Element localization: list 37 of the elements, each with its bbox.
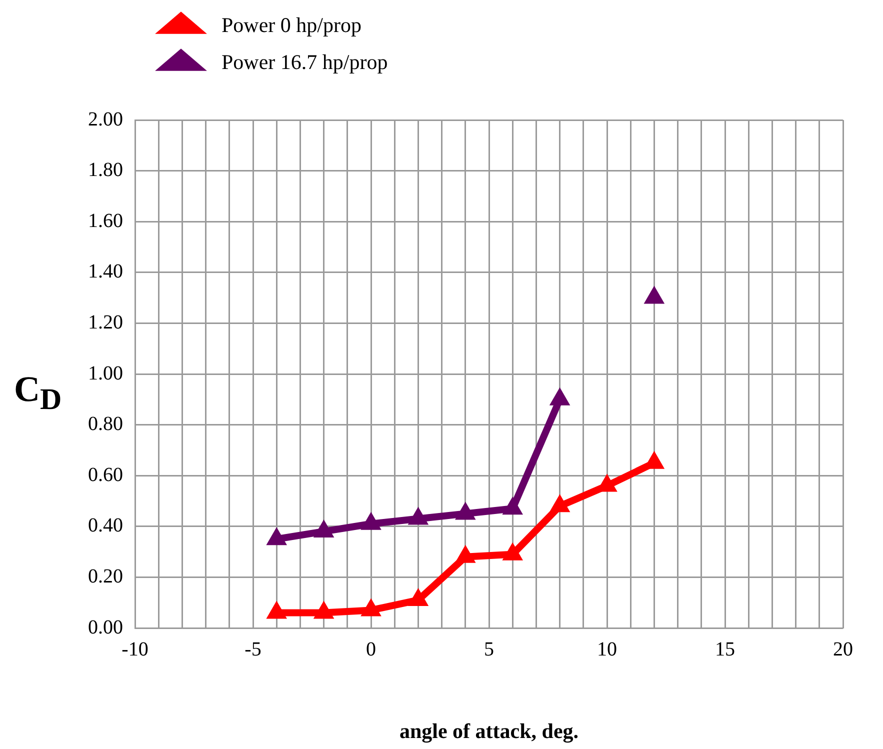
point (408, 506, 429, 525)
point (360, 598, 382, 616)
x-tick-label: 15 (715, 638, 735, 660)
x-tick-label: 10 (597, 638, 617, 660)
x-tick-label: 0 (366, 638, 376, 660)
point (644, 286, 665, 304)
point (313, 600, 334, 619)
y-tick-label: 1.20 (88, 311, 123, 334)
x-axis-title: angle of attack, deg. (399, 718, 579, 743)
y-tick-label: 1.00 (88, 362, 123, 384)
point (455, 544, 476, 563)
x-tick-label: -10 (122, 638, 148, 660)
x-tick-label: 5 (484, 638, 494, 660)
point (313, 519, 334, 538)
y-axis-title: C$_{D}$ (14, 368, 62, 418)
y-tick-label: 0.40 (88, 514, 123, 537)
point (502, 542, 523, 560)
y-tick-label: 0.00 (88, 616, 123, 638)
legend-label: Power 0 hp/prop (222, 13, 362, 38)
legend-label: Power 16.7 hp/prop (222, 50, 388, 74)
x-tick-label: 20 (833, 638, 853, 660)
y-tick-label: 0.20 (88, 565, 123, 588)
point (549, 387, 570, 406)
y-tick-label: 2.00 (88, 108, 123, 130)
y-tick-label: 0.60 (88, 464, 123, 486)
point (455, 502, 476, 520)
point (408, 588, 429, 606)
y-tick-label: 1.40 (88, 260, 123, 283)
point (549, 494, 570, 512)
point (502, 496, 523, 515)
x-tick-label: -5 (244, 638, 262, 660)
y-tick-label: 1.80 (88, 159, 123, 182)
y-tick-label: 0.80 (88, 413, 123, 436)
point (360, 512, 382, 530)
y-tick-label: 1.60 (88, 210, 123, 232)
point (266, 527, 287, 546)
point (266, 600, 287, 619)
